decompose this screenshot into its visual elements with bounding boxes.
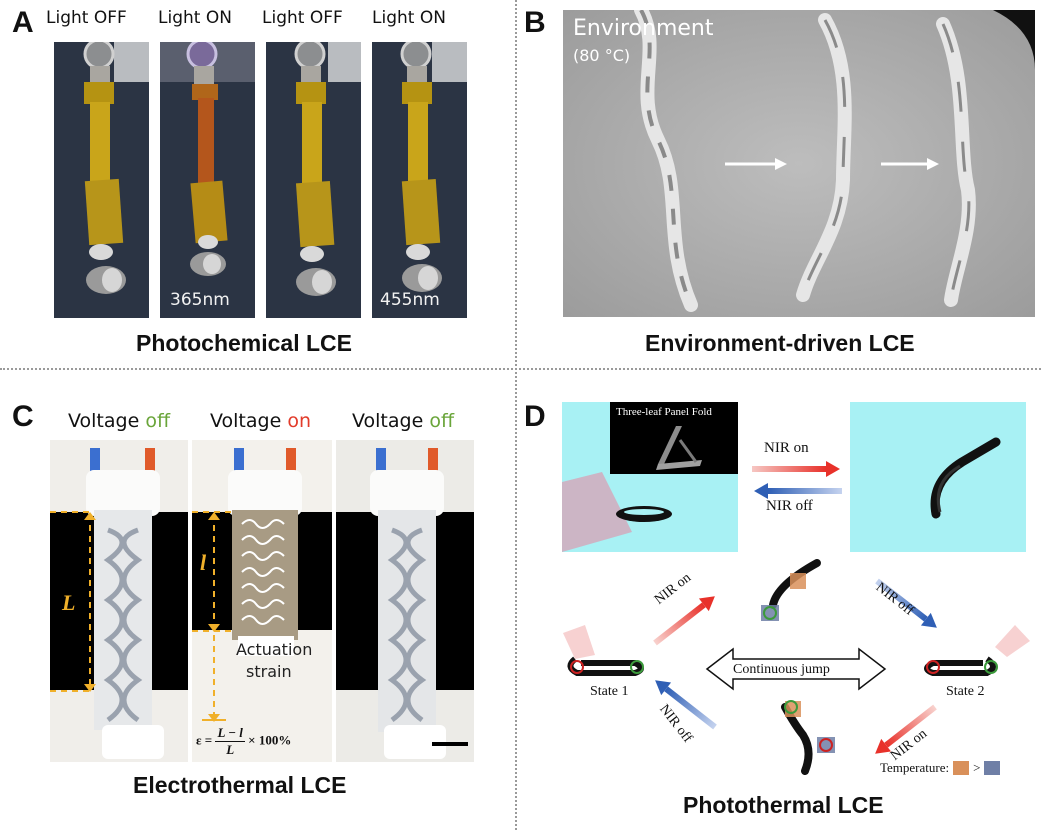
panel-c-actuation-line2: strain [246,662,292,681]
panel-d-cycle-diagram [563,559,1030,775]
panel-c-length-l: l [200,550,207,575]
panel-b-environment-label: Environment [573,16,714,41]
panel-c-voltage-label-2: Voltage on [210,410,311,432]
panel-a-photo-4: 455nm [372,42,467,318]
temperature-hot-swatch [953,761,970,775]
panel-c-actuation-line1: Actuation [236,640,313,659]
panel-d-top-nir-off-label: NIR off [766,498,813,514]
panel-c-length-L: L [62,590,76,615]
panel-a-photo-3 [266,42,361,318]
panel-c-photo-3 [336,440,474,762]
panel-c-caption: Electrothermal LCE [133,772,347,798]
panel-d-temperature-legend: Temperature: > [880,760,1001,776]
panel-a-label-1: Light OFF [46,8,127,28]
panel-a-caption: Photochemical LCE [136,330,352,356]
panel-d-inset-title: Three-leaf Panel Fold [616,406,712,418]
panel-a-photo-2: 365nm [160,42,255,318]
panel-c-voltage-label-1: Voltage off [68,410,171,432]
temperature-cold-swatch [984,761,1001,775]
panel-d-caption: Photothermal LCE [683,792,884,818]
panel-d-image-unfolded [850,402,1026,552]
panel-a-label-3: Light OFF [262,8,343,28]
panel-b-photo: Environment (80 °C) [563,10,1035,317]
panel-c-photo-1: L [50,440,188,762]
panel-a-label-2: Light ON [158,8,232,28]
panel-c-letter: C [12,400,34,433]
panel-a-wavelength-455: 455nm [380,290,440,310]
panel-a-letter: A [12,6,34,39]
panel-c-formula: ε = L − l L × 100% [196,725,292,757]
panel-a-label-4: Light ON [372,8,446,28]
panel-c-photo-2: l Actuation strain ε = L − l L × 100% [192,440,332,762]
panel-d-inset: Three-leaf Panel Fold [610,402,738,474]
panel-b-letter: B [524,6,546,39]
panel-d-continuous-jump: Continuous jump [733,662,830,677]
panel-d-state-1: State 1 [590,684,629,699]
panel-a-wavelength-365: 365nm [170,290,230,310]
panel-d-state-2: State 2 [946,684,985,699]
panel-d-top-arrows [752,461,842,499]
panel-d-letter: D [524,400,546,433]
horizontal-divider [0,368,1041,370]
panel-b-temperature-label: (80 °C) [573,46,631,65]
vertical-divider [515,0,517,830]
panel-d-image-folded: Three-leaf Panel Fold [562,402,738,552]
panel-c-voltage-label-3: Voltage off [352,410,455,432]
panel-a-photo-1 [54,42,149,318]
panel-d-top-nir-on-label: NIR on [764,440,809,456]
panel-b-caption: Environment-driven LCE [645,330,915,356]
